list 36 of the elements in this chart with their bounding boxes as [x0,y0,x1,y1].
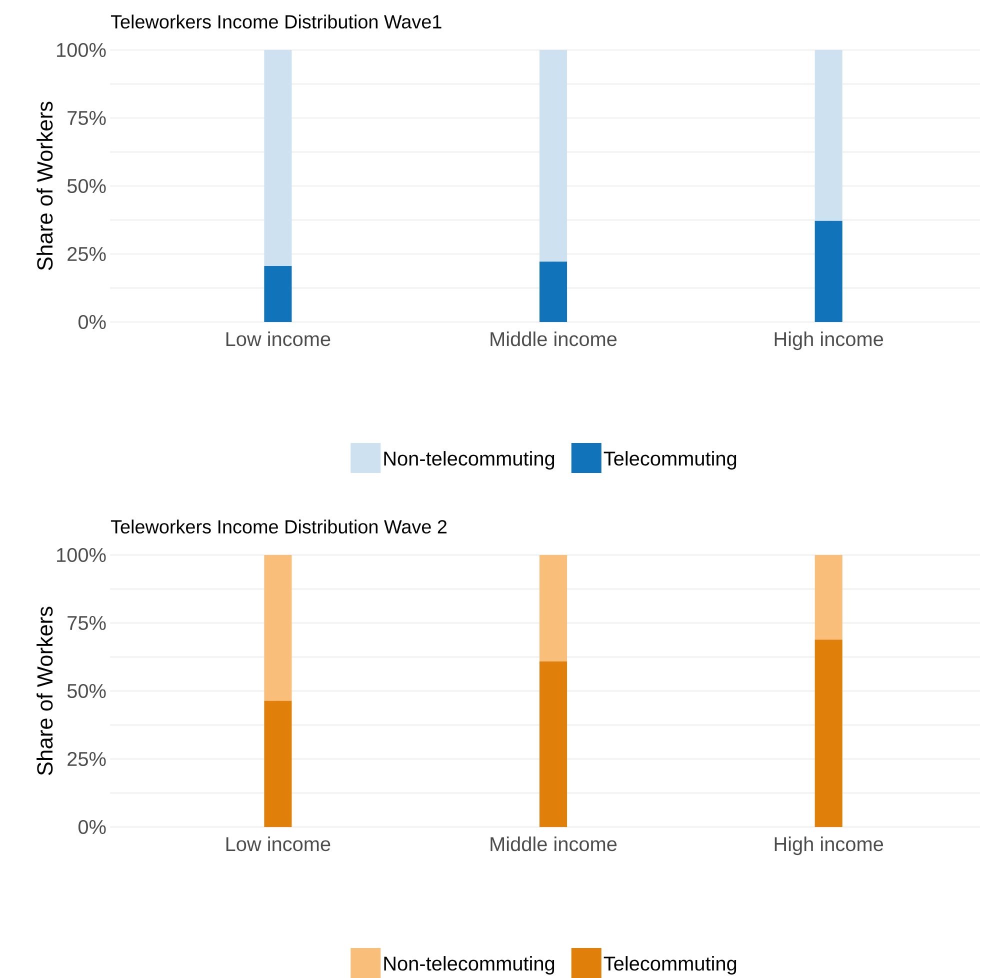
bar [814,640,842,828]
bar [814,555,842,640]
bar [264,266,292,322]
bar [264,555,292,701]
legend-label: Telecommuting [604,956,736,975]
chart-title: Teleworkers Income Distribution Wave1 [110,14,442,29]
x-tick-label: High income [774,836,884,856]
legend-label: Telecommuting [604,451,736,470]
bar [264,700,292,828]
y-tick-label: 25% [68,246,106,262]
bar [264,50,292,266]
y-tick-label: 75% [68,616,106,630]
x-tick-label: Low income [226,332,330,346]
y-tick-label: 75% [68,110,106,126]
bar [814,220,842,322]
y-tick-label: 100% [57,42,106,58]
legend-label: Non-telecommuting [384,451,554,470]
y-tick-label: 0% [78,314,106,330]
bar [540,50,568,262]
legend-label: Non-telecommuting [384,956,554,975]
bar [814,50,842,221]
y-tick-label: 100% [57,548,106,562]
y-axis-title: Share of Workers [36,606,53,776]
x-tick-label: Middle income [490,836,617,852]
x-tick-label: High income [774,332,884,350]
bar [540,661,568,828]
x-tick-label: Middle income [490,332,617,346]
x-tick-label: Low income [226,836,330,852]
y-tick-label: 0% [78,820,106,834]
y-axis-title: Share of Workers [36,102,53,270]
bar [540,262,568,322]
y-tick-label: 50% [67,684,106,698]
y-tick-label: 50% [67,178,106,194]
bar [540,555,568,662]
y-tick-label: 25% [68,752,106,766]
chart-title: Teleworkers Income Distribution Wave 2 [110,520,447,534]
